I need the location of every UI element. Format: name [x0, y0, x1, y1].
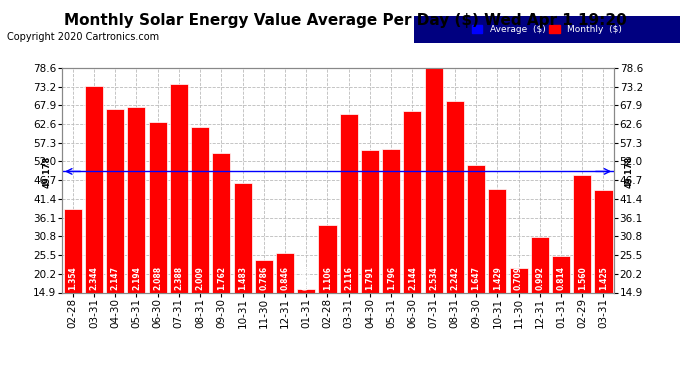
Text: Monthly Solar Energy Value Average Per Day ($) Wed Apr 1 19:20: Monthly Solar Energy Value Average Per D… [63, 13, 627, 28]
Bar [509, 268, 528, 345]
Bar [213, 153, 230, 345]
Text: 1.560: 1.560 [578, 266, 586, 290]
Bar [106, 109, 124, 345]
Text: 0.992: 0.992 [535, 266, 544, 290]
Text: 2.116: 2.116 [344, 266, 353, 290]
Bar [128, 107, 146, 345]
Bar [361, 150, 379, 345]
Legend: Average  ($), Monthly  ($): Average ($), Monthly ($) [469, 22, 624, 37]
Text: 2.147: 2.147 [110, 266, 119, 290]
Text: 0.709: 0.709 [514, 266, 523, 290]
Bar [255, 260, 273, 345]
Text: Copyright 2020 Cartronics.com: Copyright 2020 Cartronics.com [7, 32, 159, 42]
Bar [489, 189, 506, 345]
Text: 1.647: 1.647 [471, 266, 481, 290]
Text: 1.106: 1.106 [323, 266, 332, 290]
Bar [170, 84, 188, 345]
Text: 2.344: 2.344 [90, 266, 99, 290]
Text: 1.791: 1.791 [366, 266, 375, 290]
Text: 2.088: 2.088 [153, 266, 162, 290]
Text: 1.762: 1.762 [217, 266, 226, 290]
Text: 2.388: 2.388 [175, 266, 184, 290]
Bar [191, 127, 209, 345]
Text: 2.144: 2.144 [408, 266, 417, 290]
Bar [573, 175, 591, 345]
Text: 1.429: 1.429 [493, 266, 502, 290]
Bar [467, 165, 485, 345]
Text: 0.814: 0.814 [557, 266, 566, 290]
Bar [85, 86, 103, 345]
Text: 2.242: 2.242 [451, 266, 460, 290]
Bar [531, 237, 549, 345]
Text: 0.520: 0.520 [302, 266, 310, 290]
Bar [446, 101, 464, 345]
Bar [404, 111, 422, 345]
Bar [148, 122, 167, 345]
Text: 0.846: 0.846 [281, 266, 290, 290]
Text: 1.483: 1.483 [238, 266, 247, 290]
Text: 1.354: 1.354 [68, 266, 77, 290]
Bar [297, 289, 315, 345]
Text: 2.194: 2.194 [132, 266, 141, 290]
Text: 0.786: 0.786 [259, 266, 268, 290]
Bar [276, 253, 294, 345]
Text: 49.178: 49.178 [43, 155, 52, 188]
Text: 2.534: 2.534 [429, 266, 438, 290]
Bar [319, 225, 337, 345]
Bar [552, 256, 570, 345]
Bar [233, 183, 252, 345]
Bar [382, 149, 400, 345]
Bar [595, 190, 613, 345]
Text: 1.796: 1.796 [386, 266, 395, 290]
Text: 1.425: 1.425 [599, 266, 608, 290]
Bar [63, 209, 81, 345]
Bar [339, 114, 357, 345]
Bar [424, 65, 443, 345]
Text: 49.178: 49.178 [624, 155, 633, 188]
Text: 2.009: 2.009 [195, 266, 205, 290]
